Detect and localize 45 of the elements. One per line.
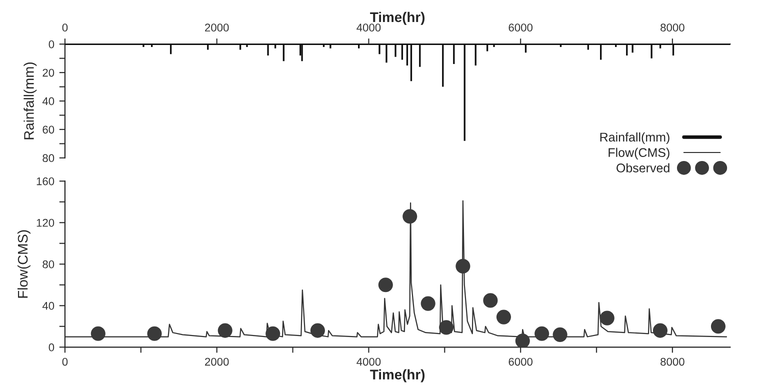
point (534, 326, 550, 341)
y-tick-label: 80 (42, 260, 54, 268)
x-tick-label: 6000 (508, 358, 532, 366)
x-tick-label: 8000 (660, 358, 684, 366)
y-tick-label: 20 (42, 68, 54, 77)
point (515, 334, 530, 348)
point (439, 320, 454, 335)
point (456, 258, 470, 274)
x-axis-title: Time(hr) (370, 369, 425, 382)
point (90, 326, 106, 341)
point (147, 326, 162, 341)
legend-label: Observed (616, 163, 670, 172)
x-tick-label: 2000 (205, 24, 229, 32)
legend-label: Rainfall(mm) (600, 132, 670, 144)
y-tick-label: 0 (48, 40, 54, 48)
point (483, 293, 498, 308)
point (552, 327, 568, 342)
x-tick-label: 6000 (508, 24, 532, 32)
point (266, 326, 280, 341)
point (652, 323, 668, 338)
y-axis-title: Rainfall(mm) (24, 62, 37, 140)
point (378, 278, 393, 292)
point (600, 310, 614, 326)
point (218, 323, 232, 338)
y-tick-label: 40 (42, 97, 54, 106)
point (710, 319, 726, 334)
x-tick-label: 8000 (660, 24, 684, 32)
x-tick-label: 0 (62, 358, 68, 366)
y-tick-label: 60 (42, 126, 54, 134)
x-tick-label: 4000 (356, 24, 381, 32)
y-tick-label: 120 (36, 218, 54, 227)
x-tick-label: 2000 (205, 358, 229, 366)
y-axis-title: Flow(CMS) (18, 230, 30, 298)
x-tick-label: 0 (62, 24, 68, 32)
point (496, 310, 511, 324)
y-tick-label: 40 (42, 302, 54, 310)
point (420, 296, 436, 311)
y-tick-label: 0 (48, 343, 54, 352)
point (402, 209, 418, 224)
x-tick-label: 4000 (356, 358, 381, 366)
y-tick-label: 160 (36, 177, 54, 186)
y-tick-label: 80 (42, 154, 54, 162)
legend-label: Flow(CMS) (608, 148, 670, 160)
point (310, 323, 325, 338)
x-axis-title: Time(hr) (370, 12, 425, 25)
